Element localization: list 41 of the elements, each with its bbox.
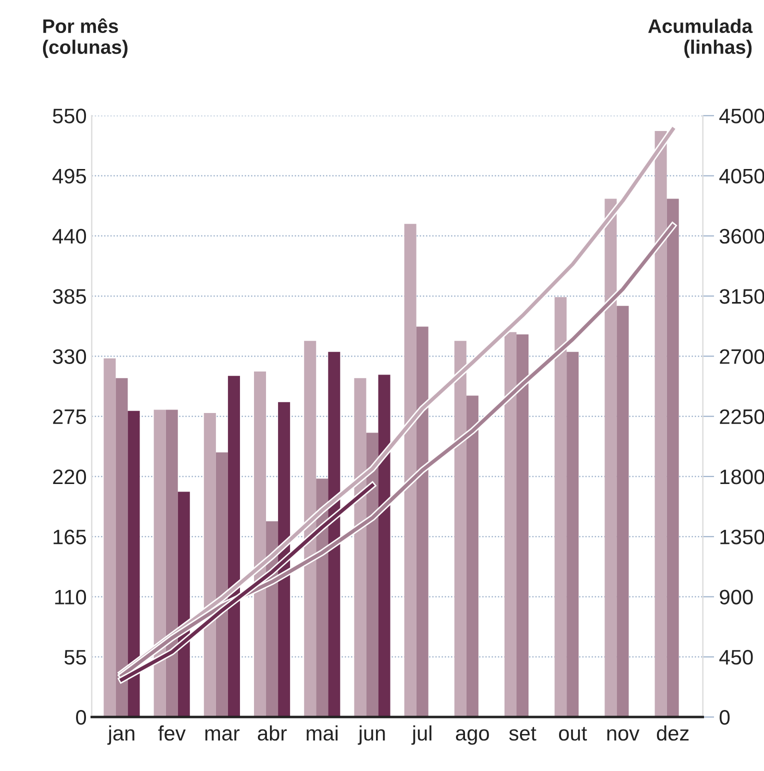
y2-tick-label: 2250 xyxy=(720,409,764,424)
y2-tick-label: 4050 xyxy=(719,168,764,184)
y-tick-label: 55 xyxy=(64,650,86,665)
y2-tick-label: 1800 xyxy=(720,469,764,484)
x-tick-label: out xyxy=(559,726,587,741)
y-tick-label: 220 xyxy=(53,469,86,484)
x-tick-label: jun xyxy=(358,725,385,745)
y2-tick-label: 450 xyxy=(719,650,753,665)
x-tick-label: jan xyxy=(107,725,134,745)
y-tick-label: 330 xyxy=(52,349,86,364)
x-tick-label: set xyxy=(509,726,536,741)
bar xyxy=(104,358,116,718)
y-tick-label: 440 xyxy=(52,228,86,244)
x-tick-label: mai xyxy=(306,725,338,741)
y2-axis-title: Acumulada (linhas) xyxy=(648,18,753,58)
y2-tick-label: 1350 xyxy=(720,530,764,544)
y2-tick-label: 4500 xyxy=(719,108,764,124)
x-tick-label: mar xyxy=(205,729,240,741)
y2-tick-label: 3150 xyxy=(720,289,764,304)
y2-tick-label: 2700 xyxy=(720,349,764,364)
y2-tick-label: 0 xyxy=(720,710,730,725)
x-tick-label: dez xyxy=(656,725,689,741)
bar xyxy=(554,297,567,718)
y-tick-label: 550 xyxy=(52,108,86,124)
x-tick-label: nov xyxy=(607,729,640,741)
y-tick-label: 0 xyxy=(76,710,86,725)
x-tick-label: jul xyxy=(411,725,432,745)
bar xyxy=(378,374,390,718)
bar xyxy=(616,306,629,718)
y-tick-label: 275 xyxy=(53,409,86,424)
bar xyxy=(566,352,579,718)
y-axis-title: Por mês (colunas) xyxy=(42,18,128,58)
y-tick-label: 165 xyxy=(54,530,86,544)
y-tick-label: 110 xyxy=(55,590,86,605)
y-tick-label: 385 xyxy=(52,289,86,304)
x-tick-label: fev xyxy=(158,725,186,741)
y2-tick-label: 900 xyxy=(720,590,753,605)
x-tick-label: abr xyxy=(258,725,287,741)
y-tick-label: 495 xyxy=(52,168,86,184)
y2-tick-label: 3600 xyxy=(720,228,764,244)
x-tick-label: ago xyxy=(456,729,489,745)
